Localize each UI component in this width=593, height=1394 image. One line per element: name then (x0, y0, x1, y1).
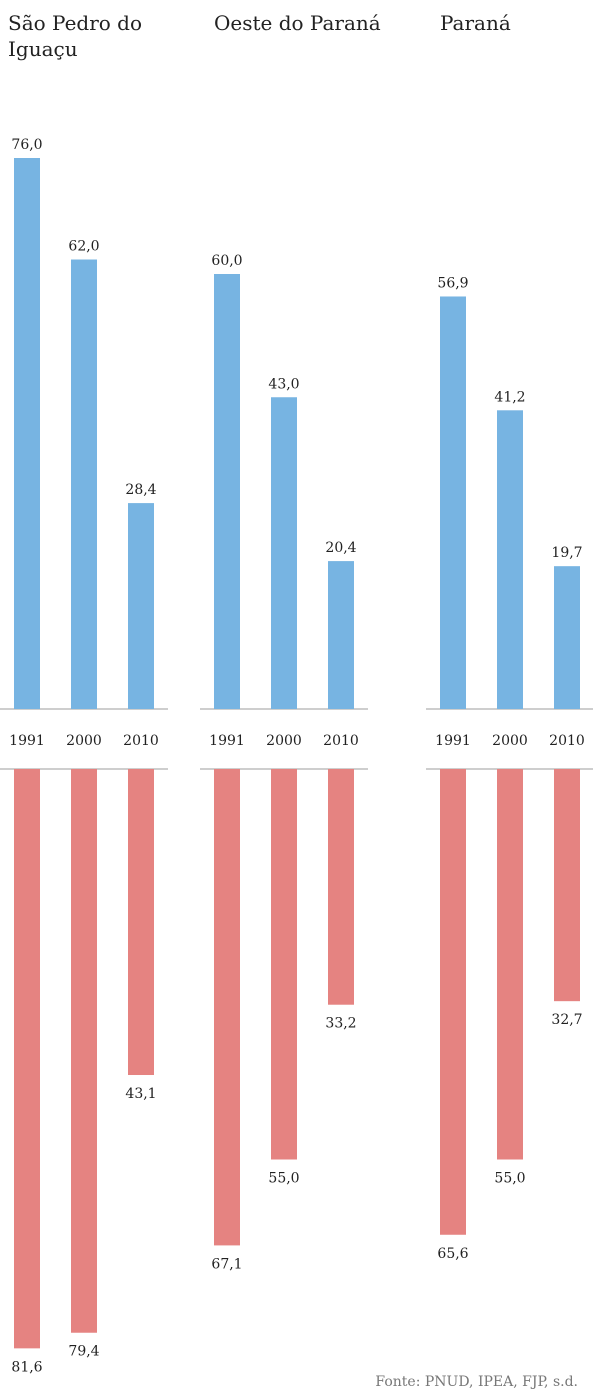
year-label: 2000 (66, 733, 102, 749)
source-note: Fonte: PNUD, IPEA, FJP, s.d. (375, 1374, 578, 1390)
bar-top-label: 62,0 (68, 239, 99, 255)
bar-top-label: 43,0 (268, 376, 299, 392)
bar-top (328, 561, 354, 709)
bar-bottom (128, 769, 154, 1076)
bar-bottom-label: 32,7 (551, 1012, 582, 1028)
bar-bottom (71, 769, 97, 1333)
panel-title: São Pedro do Iguaçu (8, 11, 142, 61)
bar-top (214, 274, 240, 709)
panel-title: Oeste do Paraná (214, 11, 381, 35)
bar-top (14, 158, 40, 709)
bar-bottom-label: 55,0 (494, 1171, 525, 1187)
bar-top (554, 566, 580, 709)
bar-bottom (14, 769, 40, 1349)
year-label: 2010 (123, 733, 159, 749)
year-label: 2000 (492, 733, 528, 749)
bar-top-label: 56,9 (437, 275, 468, 291)
bar-top-label: 41,2 (494, 389, 525, 405)
bar-bottom-label: 67,1 (211, 1256, 242, 1272)
panel-title: Paraná (440, 11, 511, 35)
bar-top-label: 20,4 (325, 540, 356, 556)
bar-top (497, 410, 523, 709)
bar-bottom-label: 65,6 (437, 1246, 468, 1262)
bar-top (271, 397, 297, 709)
bar-bottom (440, 769, 466, 1235)
bar-bottom (214, 769, 240, 1246)
year-label: 1991 (435, 733, 471, 749)
bar-bottom (554, 769, 580, 1002)
bar-bottom (497, 769, 523, 1160)
bar-top-label: 28,4 (125, 482, 156, 498)
year-label: 1991 (209, 733, 245, 749)
bar-bottom-label: 55,0 (268, 1171, 299, 1187)
year-label: 1991 (9, 733, 45, 749)
bar-top-label: 76,0 (11, 137, 42, 153)
bar-bottom-label: 43,1 (125, 1086, 156, 1102)
year-label: 2000 (266, 733, 302, 749)
bar-top-label: 60,0 (211, 253, 242, 269)
year-label: 2010 (549, 733, 585, 749)
bar-top-label: 19,7 (551, 545, 582, 561)
bar-top (128, 503, 154, 709)
bar-top (71, 259, 97, 709)
bar-bottom (271, 769, 297, 1160)
bar-bottom-label: 79,4 (68, 1344, 99, 1360)
bar-bottom-label: 81,6 (11, 1359, 42, 1375)
year-label: 2010 (323, 733, 359, 749)
bar-bottom-label: 33,2 (325, 1016, 356, 1032)
bar-bottom (328, 769, 354, 1005)
bar-top (440, 296, 466, 709)
